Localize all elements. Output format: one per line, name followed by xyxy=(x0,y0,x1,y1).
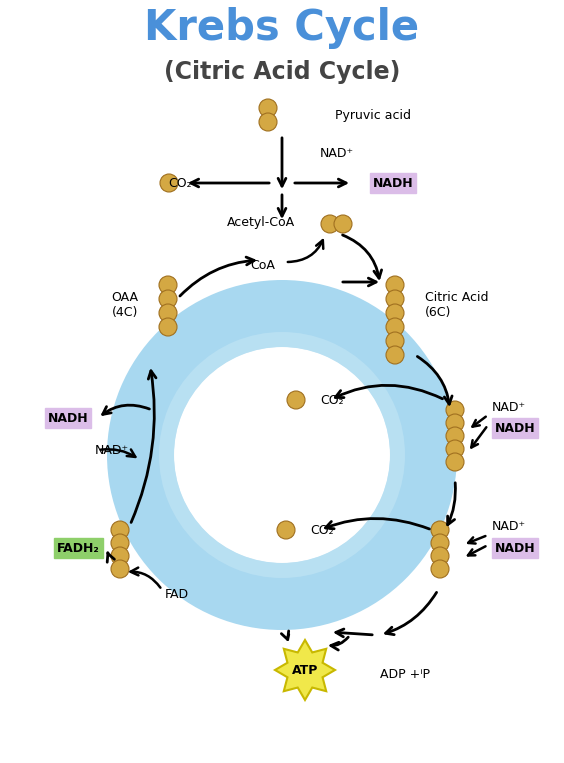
Text: NADH: NADH xyxy=(495,421,535,434)
Circle shape xyxy=(259,99,277,117)
Circle shape xyxy=(386,276,404,294)
Text: (Citric Acid Cycle): (Citric Acid Cycle) xyxy=(164,60,400,84)
Circle shape xyxy=(321,215,339,233)
Circle shape xyxy=(159,290,177,308)
Text: NAD⁺: NAD⁺ xyxy=(95,443,129,456)
Text: NAD⁺: NAD⁺ xyxy=(492,401,526,414)
Circle shape xyxy=(386,332,404,350)
Circle shape xyxy=(431,547,449,565)
Circle shape xyxy=(111,534,129,552)
Circle shape xyxy=(431,534,449,552)
Text: CO₂: CO₂ xyxy=(320,394,343,407)
Text: NADH: NADH xyxy=(495,542,535,555)
Text: NADH: NADH xyxy=(373,176,413,189)
Text: ATP: ATP xyxy=(292,664,318,677)
Text: NADH: NADH xyxy=(48,411,89,424)
Polygon shape xyxy=(275,640,335,700)
Circle shape xyxy=(111,547,129,565)
Circle shape xyxy=(386,304,404,322)
Text: FADH₂: FADH₂ xyxy=(56,542,99,555)
Circle shape xyxy=(446,401,464,419)
Circle shape xyxy=(446,453,464,471)
Circle shape xyxy=(431,560,449,578)
Text: CoA: CoA xyxy=(250,259,275,272)
Text: Citric Acid
(6C): Citric Acid (6C) xyxy=(425,291,488,319)
Circle shape xyxy=(111,560,129,578)
Circle shape xyxy=(259,113,277,131)
Circle shape xyxy=(160,174,178,192)
Text: FAD: FAD xyxy=(165,588,189,601)
Circle shape xyxy=(431,521,449,539)
Circle shape xyxy=(386,290,404,308)
Text: OAA
(4C): OAA (4C) xyxy=(111,291,138,319)
Text: CO₂: CO₂ xyxy=(169,176,192,189)
Text: Krebs Cycle: Krebs Cycle xyxy=(144,7,420,49)
Text: CO₂: CO₂ xyxy=(310,523,334,536)
Circle shape xyxy=(446,440,464,458)
Circle shape xyxy=(446,414,464,432)
Circle shape xyxy=(277,521,295,539)
Text: ADP +ⁱP: ADP +ⁱP xyxy=(380,668,430,681)
Text: NAD⁺: NAD⁺ xyxy=(320,146,354,159)
Circle shape xyxy=(159,318,177,336)
Text: NAD⁺: NAD⁺ xyxy=(492,520,526,533)
Circle shape xyxy=(287,391,305,409)
Circle shape xyxy=(159,304,177,322)
Text: Pyruvic acid: Pyruvic acid xyxy=(335,108,411,121)
Circle shape xyxy=(386,318,404,336)
Circle shape xyxy=(334,215,352,233)
Text: Acetyl-CoA: Acetyl-CoA xyxy=(227,215,295,228)
Circle shape xyxy=(446,427,464,445)
Circle shape xyxy=(159,276,177,294)
Circle shape xyxy=(386,346,404,364)
Circle shape xyxy=(111,521,129,539)
